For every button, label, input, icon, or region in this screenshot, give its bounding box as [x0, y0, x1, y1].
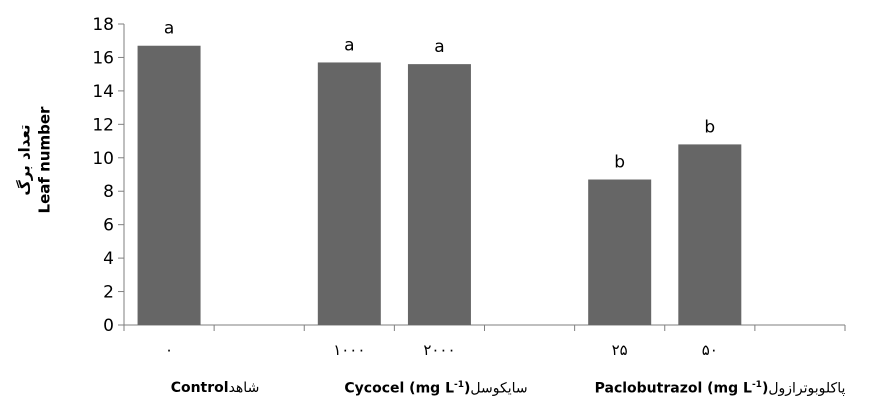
- bar-data-label: a: [344, 35, 354, 55]
- y-tick-label: 12: [92, 115, 114, 135]
- group-label-paclobutrazol: Paclobutrazol (mg L-1)پاکلوبوترازول: [594, 380, 846, 397]
- bar: [137, 45, 201, 325]
- group-label-fa: سایکوسل: [470, 380, 528, 397]
- bar: [407, 64, 471, 325]
- group-label-en: Control: [170, 380, 229, 396]
- y-tick-label: 6: [103, 216, 114, 236]
- group-label-en: Cycocel (mg L: [344, 380, 454, 397]
- y-tick-label: 10: [92, 149, 114, 169]
- bar-data-label: b: [614, 153, 625, 173]
- x-axis: ۰ ۱۰۰۰ ۲۰۰۰ ۲۵ ۵۰: [123, 324, 846, 359]
- unit-exponent: -1: [751, 380, 762, 390]
- x-category-label: ۲۵: [612, 341, 628, 359]
- bar: [588, 179, 652, 325]
- bar-data-label: a: [164, 19, 174, 39]
- x-category-label: ۵۰: [702, 341, 718, 359]
- group-label-fa: پاکلوبوترازول: [768, 380, 846, 397]
- x-category-label: ۲۰۰۰: [423, 341, 455, 359]
- bar-data-label: a: [434, 37, 444, 57]
- bar-data-label: b: [704, 117, 715, 137]
- group-label-fa: شاهد: [228, 380, 260, 396]
- x-category-label: ۱۰۰۰: [333, 341, 365, 359]
- bar: [317, 62, 381, 325]
- y-tick-label: 16: [92, 48, 114, 68]
- bars: a a a b b: [137, 19, 742, 325]
- y-axis-title-en: Leaf number: [35, 106, 53, 214]
- y-axis-title-fa: تعداد برگ: [15, 124, 33, 196]
- y-tick-label: 18: [92, 15, 114, 35]
- x-category-label: ۰: [165, 341, 173, 359]
- y-axis-title: تعداد برگ Leaf number: [4, 80, 64, 240]
- y-tick-label: 2: [103, 283, 114, 303]
- group-label-cycocel: Cycocel (mg L-1)سایکوسل: [344, 380, 528, 397]
- y-tick-label: 0: [103, 316, 114, 336]
- y-tick-label: 14: [92, 82, 114, 102]
- y-tick-label: 8: [103, 182, 114, 202]
- y-axis: 0 2 4 6 8 10 12 14 16 18: [92, 15, 125, 336]
- bar: [678, 144, 742, 325]
- group-label-control: Controlشاهد: [171, 380, 260, 396]
- y-tick-label: 4: [103, 249, 114, 269]
- group-label-en: Paclobutrazol (mg L: [594, 380, 752, 397]
- unit-exponent: -1: [453, 380, 464, 390]
